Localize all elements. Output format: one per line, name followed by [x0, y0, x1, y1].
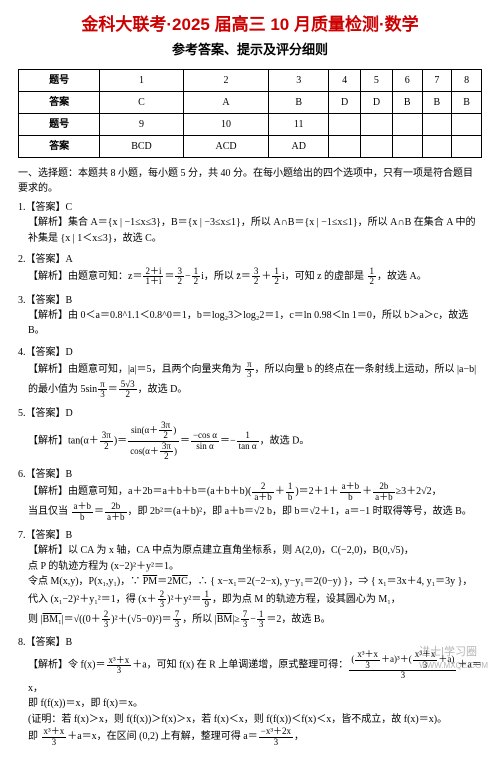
- cell: B: [269, 92, 329, 114]
- cell: 4: [329, 70, 361, 92]
- cell: [329, 136, 361, 158]
- question-block: 6.【答案】B【解析】由题意可知，a＋2b＝a＋b＋b＝(a＋b＋b)(2a＋b…: [18, 467, 482, 522]
- cell: C: [100, 92, 183, 114]
- cell: 7: [422, 70, 452, 92]
- question-block: 2.【答案】A【解析】由题意可知：z＝2＋i1＋i＝32−12i，所以 z̄＝3…: [18, 252, 482, 287]
- question-explain: 【解析】由题意可知，a＋2b＝a＋b＋b＝(a＋b＋b)(2a＋b＋1b)＝2＋…: [28, 482, 482, 522]
- question-head: 2.【答案】A: [18, 252, 482, 267]
- question-explain: 【解析】由题意可知，|a|＝5，且两个向量夹角为 π3，所以向量 b 的终点在一…: [28, 360, 482, 400]
- question-block: 4.【答案】D【解析】由题意可知，|a|＝5，且两个向量夹角为 π3，所以向量 …: [18, 345, 482, 400]
- answer-table: 题号 1 2 3 4 5 6 7 8 答案 C A B D D B B B 题号…: [18, 69, 482, 158]
- question-explain: 【解析】令 f(x)＝x³＋x3＋a，可知 f(x) 在 R 上单调递增，原式整…: [28, 650, 482, 747]
- question-head: 8.【答案】B: [18, 635, 482, 650]
- question-explain: 【解析】由题意可知：z＝2＋i1＋i＝32−12i，所以 z̄＝32＋12i，可…: [28, 267, 482, 287]
- cell: 5: [361, 70, 393, 92]
- cell: [392, 136, 422, 158]
- cell: BCD: [100, 136, 183, 158]
- row-label: 答案: [19, 136, 100, 158]
- cell: A: [183, 92, 269, 114]
- cell: [422, 136, 452, 158]
- question-block: 1.【答案】C【解析】集合 A＝{x | −1≤x≤3}，B＝{x | −3≤x…: [18, 200, 482, 246]
- question-explain: 【解析】以 CA 为 x 轴，CA 中点为原点建立直角坐标系，则 A(2,0)，…: [28, 543, 482, 629]
- row-label: 题号: [19, 114, 100, 136]
- cell: AD: [269, 136, 329, 158]
- question-explain: 【解析】集合 A＝{x | −1≤x≤3}，B＝{x | −3≤x≤1}，所以 …: [28, 215, 482, 246]
- cell: 2: [183, 70, 269, 92]
- cell: B: [422, 92, 452, 114]
- cell: B: [452, 92, 482, 114]
- cell: 1: [100, 70, 183, 92]
- question-head: 7.【答案】B: [18, 528, 482, 543]
- question-head: 1.【答案】C: [18, 200, 482, 215]
- cell: [392, 114, 422, 136]
- cell: 11: [269, 114, 329, 136]
- cell: ACD: [183, 136, 269, 158]
- question-explain: 【解析】tan(α＋3π2)＝sin(α＋3π2)cos(α＋3π2)＝−cos…: [28, 421, 482, 462]
- cell: [329, 114, 361, 136]
- doc-subtitle: 参考答案、提示及评分细则: [18, 40, 482, 60]
- cell: D: [329, 92, 361, 114]
- cell: [361, 136, 393, 158]
- cell: [452, 136, 482, 158]
- cell: [361, 114, 393, 136]
- doc-title: 金科大联考·2025 届高三 10 月质量检测·数学: [18, 12, 482, 38]
- cell: [452, 114, 482, 136]
- section-note: 一、选择题：本题共 8 小题，每小题 5 分，共 40 分。在每小题给出的四个选…: [18, 166, 482, 196]
- cell: [422, 114, 452, 136]
- cell: 9: [100, 114, 183, 136]
- question-head: 6.【答案】B: [18, 467, 482, 482]
- question-block: 5.【答案】D【解析】tan(α＋3π2)＝sin(α＋3π2)cos(α＋3π…: [18, 406, 482, 462]
- cell: D: [361, 92, 393, 114]
- row-label: 答案: [19, 92, 100, 114]
- question-block: 7.【答案】B【解析】以 CA 为 x 轴，CA 中点为原点建立直角坐标系，则 …: [18, 528, 482, 629]
- questions-container: 1.【答案】C【解析】集合 A＝{x | −1≤x≤3}，B＝{x | −3≤x…: [18, 200, 482, 747]
- question-head: 3.【答案】B: [18, 293, 482, 308]
- cell: 8: [452, 70, 482, 92]
- question-block: 8.【答案】B【解析】令 f(x)＝x³＋x3＋a，可知 f(x) 在 R 上单…: [18, 635, 482, 747]
- question-explain: 【解析】由 0＜a＝0.8^1.1＜0.8^0＝1，b＝log₂3＞log₂2＝…: [28, 308, 482, 339]
- row-label: 题号: [19, 70, 100, 92]
- cell: 10: [183, 114, 269, 136]
- question-block: 3.【答案】B【解析】由 0＜a＝0.8^1.1＜0.8^0＝1，b＝log₂3…: [18, 293, 482, 339]
- cell: 3: [269, 70, 329, 92]
- cell: B: [392, 92, 422, 114]
- question-head: 5.【答案】D: [18, 406, 482, 421]
- question-head: 4.【答案】D: [18, 345, 482, 360]
- cell: 6: [392, 70, 422, 92]
